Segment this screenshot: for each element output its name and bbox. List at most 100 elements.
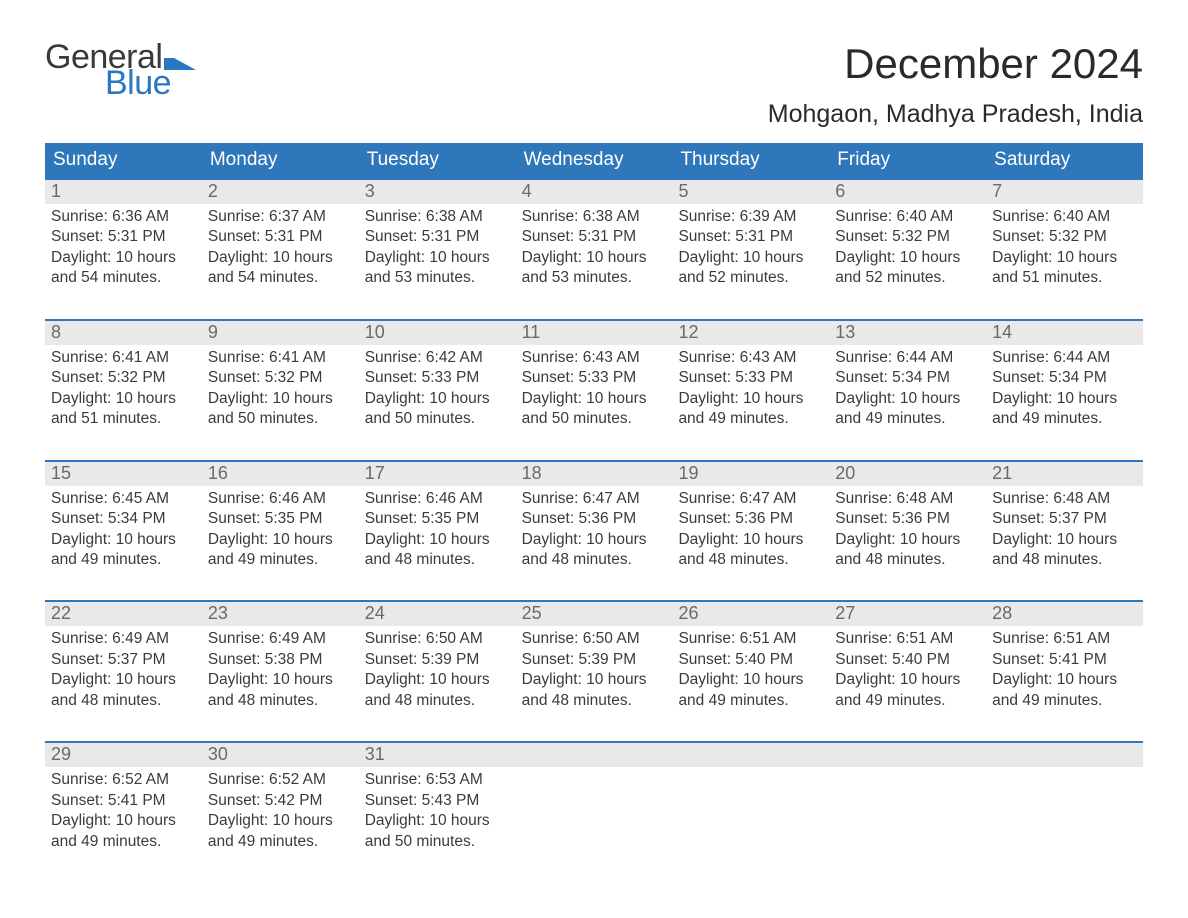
week-row: 8Sunrise: 6:41 AMSunset: 5:32 PMDaylight… — [45, 319, 1143, 434]
day-content: Sunrise: 6:36 AMSunset: 5:31 PMDaylight:… — [51, 204, 196, 289]
day-number-row: 11 — [516, 321, 673, 345]
day-cell: 3Sunrise: 6:38 AMSunset: 5:31 PMDaylight… — [359, 180, 516, 293]
daylight-line-1: Daylight: 10 hours — [522, 248, 667, 268]
daylight-line-1: Daylight: 10 hours — [678, 248, 823, 268]
daylight-line-2: and 48 minutes. — [365, 550, 510, 570]
day-number-row: 30 — [202, 743, 359, 767]
day-number: 31 — [365, 744, 385, 764]
day-content: Sunrise: 6:44 AMSunset: 5:34 PMDaylight:… — [835, 345, 980, 430]
day-number: 14 — [992, 322, 1012, 342]
day-number-row: 1 — [45, 180, 202, 204]
daylight-line-2: and 49 minutes. — [678, 691, 823, 711]
daylight-line-1: Daylight: 10 hours — [365, 248, 510, 268]
day-number-row: 25 — [516, 602, 673, 626]
day-number: 20 — [835, 463, 855, 483]
day-content: Sunrise: 6:51 AMSunset: 5:40 PMDaylight:… — [678, 626, 823, 711]
day-content: Sunrise: 6:50 AMSunset: 5:39 PMDaylight:… — [365, 626, 510, 711]
calendar: SundayMondayTuesdayWednesdayThursdayFrid… — [45, 143, 1143, 856]
day-cell: 23Sunrise: 6:49 AMSunset: 5:38 PMDayligh… — [202, 602, 359, 715]
sunset-line: Sunset: 5:33 PM — [678, 368, 823, 388]
sunset-line: Sunset: 5:37 PM — [992, 509, 1137, 529]
day-number-row: 19 — [672, 462, 829, 486]
sunrise-line: Sunrise: 6:43 AM — [522, 348, 667, 368]
sunset-line: Sunset: 5:31 PM — [208, 227, 353, 247]
daylight-line-2: and 50 minutes. — [522, 409, 667, 429]
sunrise-line: Sunrise: 6:50 AM — [522, 629, 667, 649]
daylight-line-2: and 53 minutes. — [522, 268, 667, 288]
day-number-row: 6 — [829, 180, 986, 204]
sunrise-line: Sunrise: 6:52 AM — [208, 770, 353, 790]
day-cell: 20Sunrise: 6:48 AMSunset: 5:36 PMDayligh… — [829, 462, 986, 575]
sunset-line: Sunset: 5:32 PM — [51, 368, 196, 388]
daylight-line-1: Daylight: 10 hours — [678, 530, 823, 550]
sunset-line: Sunset: 5:36 PM — [678, 509, 823, 529]
day-number: 24 — [365, 603, 385, 623]
day-cell: 5Sunrise: 6:39 AMSunset: 5:31 PMDaylight… — [672, 180, 829, 293]
day-number-row: 15 — [45, 462, 202, 486]
day-cell: 19Sunrise: 6:47 AMSunset: 5:36 PMDayligh… — [672, 462, 829, 575]
day-cell: 17Sunrise: 6:46 AMSunset: 5:35 PMDayligh… — [359, 462, 516, 575]
day-number-row: 27 — [829, 602, 986, 626]
day-number-row — [829, 743, 986, 767]
daylight-line-1: Daylight: 10 hours — [835, 530, 980, 550]
day-number: 8 — [51, 322, 61, 342]
sunset-line: Sunset: 5:43 PM — [365, 791, 510, 811]
day-number: 29 — [51, 744, 71, 764]
dow-cell: Sunday — [45, 143, 202, 178]
day-cell: 25 Sunrise: 6:50 AMSunset: 5:39 PMDayligh… — [516, 602, 673, 715]
day-content: Sunrise: 6:47 AMSunset: 5:36 PMDaylight:… — [678, 486, 823, 571]
daylight-line-2: and 48 minutes. — [835, 550, 980, 570]
day-content: Sunrise: 6:49 AMSunset: 5:38 PMDaylight:… — [208, 626, 353, 711]
daylight-line-2: and 54 minutes. — [51, 268, 196, 288]
daylight-line-1: Daylight: 10 hours — [208, 248, 353, 268]
day-content: Sunrise: 6:50 AMSunset: 5:39 PMDaylight:… — [522, 626, 667, 711]
sunset-line: Sunset: 5:33 PM — [522, 368, 667, 388]
day-number: 9 — [208, 322, 218, 342]
day-cell — [986, 743, 1143, 856]
day-cell: 2Sunrise: 6:37 AMSunset: 5:31 PMDaylight… — [202, 180, 359, 293]
day-number-row: 13 — [829, 321, 986, 345]
day-number-row: 4 — [516, 180, 673, 204]
sunset-line: Sunset: 5:39 PM — [522, 650, 667, 670]
sunrise-line: Sunrise: 6:44 AM — [835, 348, 980, 368]
daylight-line-2: and 52 minutes. — [835, 268, 980, 288]
daylight-line-1: Daylight: 10 hours — [365, 811, 510, 831]
sunset-line: Sunset: 5:34 PM — [835, 368, 980, 388]
sunrise-line: Sunrise: 6:48 AM — [835, 489, 980, 509]
day-cell: 16Sunrise: 6:46 AMSunset: 5:35 PMDayligh… — [202, 462, 359, 575]
day-cell: 22Sunrise: 6:49 AMSunset: 5:37 PMDayligh… — [45, 602, 202, 715]
sunrise-line: Sunrise: 6:53 AM — [365, 770, 510, 790]
daylight-line-1: Daylight: 10 hours — [835, 670, 980, 690]
daylight-line-1: Daylight: 10 hours — [51, 389, 196, 409]
dow-cell: Tuesday — [359, 143, 516, 178]
sunset-line: Sunset: 5:36 PM — [522, 509, 667, 529]
daylight-line-2: and 51 minutes. — [992, 268, 1137, 288]
dow-cell: Thursday — [672, 143, 829, 178]
day-number: 12 — [678, 322, 698, 342]
day-number: 2 — [208, 181, 218, 201]
sunrise-line: Sunrise: 6:42 AM — [365, 348, 510, 368]
day-cell: 12Sunrise: 6:43 AMSunset: 5:33 PMDayligh… — [672, 321, 829, 434]
day-cell: 26 Sunrise: 6:51 AMSunset: 5:40 PMDayligh… — [672, 602, 829, 715]
day-number: 26 — [678, 603, 698, 623]
day-number-row — [516, 743, 673, 767]
sunrise-line: Sunrise: 6:44 AM — [992, 348, 1137, 368]
day-content: Sunrise: 6:38 AMSunset: 5:31 PMDaylight:… — [522, 204, 667, 289]
day-content: Sunrise: 6:44 AMSunset: 5:34 PMDaylight:… — [992, 345, 1137, 430]
day-cell: 8Sunrise: 6:41 AMSunset: 5:32 PMDaylight… — [45, 321, 202, 434]
day-number: 21 — [992, 463, 1012, 483]
day-number: 25 — [522, 603, 542, 623]
day-number: 3 — [365, 181, 375, 201]
daylight-line-2: and 48 minutes. — [522, 691, 667, 711]
day-number: 13 — [835, 322, 855, 342]
day-content: Sunrise: 6:51 AMSunset: 5:40 PMDaylight:… — [835, 626, 980, 711]
day-number-row: 5 — [672, 180, 829, 204]
week-row: 22Sunrise: 6:49 AMSunset: 5:37 PMDayligh… — [45, 600, 1143, 715]
daylight-line-1: Daylight: 10 hours — [365, 389, 510, 409]
day-number-row: 2 — [202, 180, 359, 204]
day-number: 7 — [992, 181, 1002, 201]
sunset-line: Sunset: 5:34 PM — [992, 368, 1137, 388]
sunset-line: Sunset: 5:35 PM — [365, 509, 510, 529]
sunrise-line: Sunrise: 6:52 AM — [51, 770, 196, 790]
day-number — [992, 744, 997, 764]
